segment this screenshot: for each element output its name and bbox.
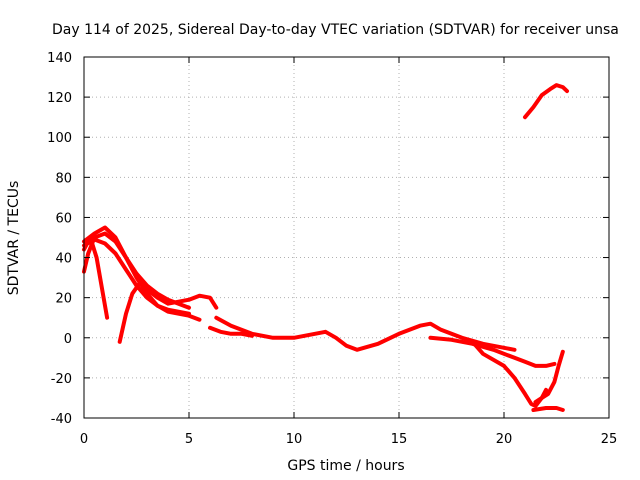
series-line-track-5 [117, 279, 219, 344]
y-tick-label: 40 [55, 252, 72, 267]
series-line-track-7 [208, 325, 254, 338]
plot-frame [83, 56, 610, 419]
series-line-track-8 [428, 335, 557, 368]
series-line-track-1 [82, 235, 110, 320]
y-tick-label: 100 [47, 131, 72, 146]
y-tick-label: 140 [47, 51, 72, 66]
series-line-track-9 [470, 339, 548, 408]
x-tick-label: 25 [601, 432, 618, 447]
series-line-track-10 [531, 406, 565, 412]
y-tick-label: 80 [55, 171, 72, 186]
chart-title: Day 114 of 2025, Sidereal Day-to-day VTE… [52, 22, 619, 38]
y-tick-label: -20 [51, 372, 72, 387]
y-tick-label: -40 [51, 412, 72, 427]
y-tick-label: 120 [47, 91, 72, 106]
y-tick-label: 20 [55, 292, 72, 307]
y-tick-label: 60 [55, 211, 72, 226]
series-line-track-11 [533, 349, 565, 404]
series-line-track-12 [523, 83, 569, 120]
series-layer [82, 83, 569, 412]
y-axis-title: SDTVAR / TECUs [6, 181, 22, 296]
x-tick-label: 15 [391, 432, 408, 447]
series-line-track-6 [214, 315, 517, 352]
x-tick-label: 10 [286, 432, 303, 447]
grid [84, 57, 609, 418]
x-tick-label: 0 [80, 432, 88, 447]
y-tick-label: 0 [64, 332, 72, 347]
x-tick-label: 20 [496, 432, 513, 447]
ticks: 0 5 10 15 20 25 -40 -20 0 20 40 60 80 100 120 140 [47, 51, 617, 447]
x-tick-label: 5 [185, 432, 193, 447]
x-axis-title: GPS time / hours [287, 458, 404, 474]
